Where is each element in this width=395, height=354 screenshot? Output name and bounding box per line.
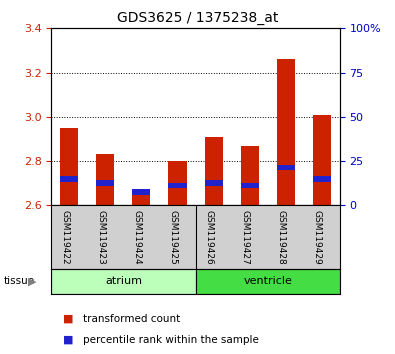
Bar: [132, 189, 150, 195]
Text: transformed count: transformed count: [83, 314, 180, 324]
Bar: [132, 194, 150, 205]
Text: ventricle: ventricle: [243, 276, 292, 286]
Text: ■: ■: [63, 335, 74, 345]
Bar: [96, 154, 115, 205]
Bar: [51, 269, 196, 294]
Text: GSM119428: GSM119428: [276, 210, 286, 265]
Bar: [276, 59, 295, 205]
Text: ▶: ▶: [28, 276, 37, 286]
Bar: [241, 145, 259, 205]
Bar: [60, 176, 78, 182]
Bar: [205, 137, 222, 205]
Text: GSM119426: GSM119426: [205, 210, 214, 265]
Bar: [313, 115, 331, 205]
Text: GSM119427: GSM119427: [241, 210, 250, 265]
Bar: [96, 181, 115, 186]
Text: GSM119425: GSM119425: [169, 210, 177, 265]
Bar: [241, 183, 259, 188]
Text: GDS3625 / 1375238_at: GDS3625 / 1375238_at: [117, 11, 278, 25]
Text: tissue: tissue: [4, 276, 35, 286]
Text: atrium: atrium: [105, 276, 142, 286]
Text: GSM119429: GSM119429: [313, 210, 322, 265]
Text: percentile rank within the sample: percentile rank within the sample: [83, 335, 259, 345]
Text: GSM119424: GSM119424: [132, 210, 141, 265]
Bar: [169, 183, 186, 188]
Text: GSM119423: GSM119423: [96, 210, 105, 265]
Bar: [313, 176, 331, 182]
Bar: [169, 161, 186, 205]
Text: GSM119422: GSM119422: [60, 210, 70, 265]
Bar: [60, 128, 78, 205]
Bar: [196, 269, 340, 294]
Text: ■: ■: [63, 314, 74, 324]
Bar: [205, 181, 222, 186]
Bar: [276, 165, 295, 171]
